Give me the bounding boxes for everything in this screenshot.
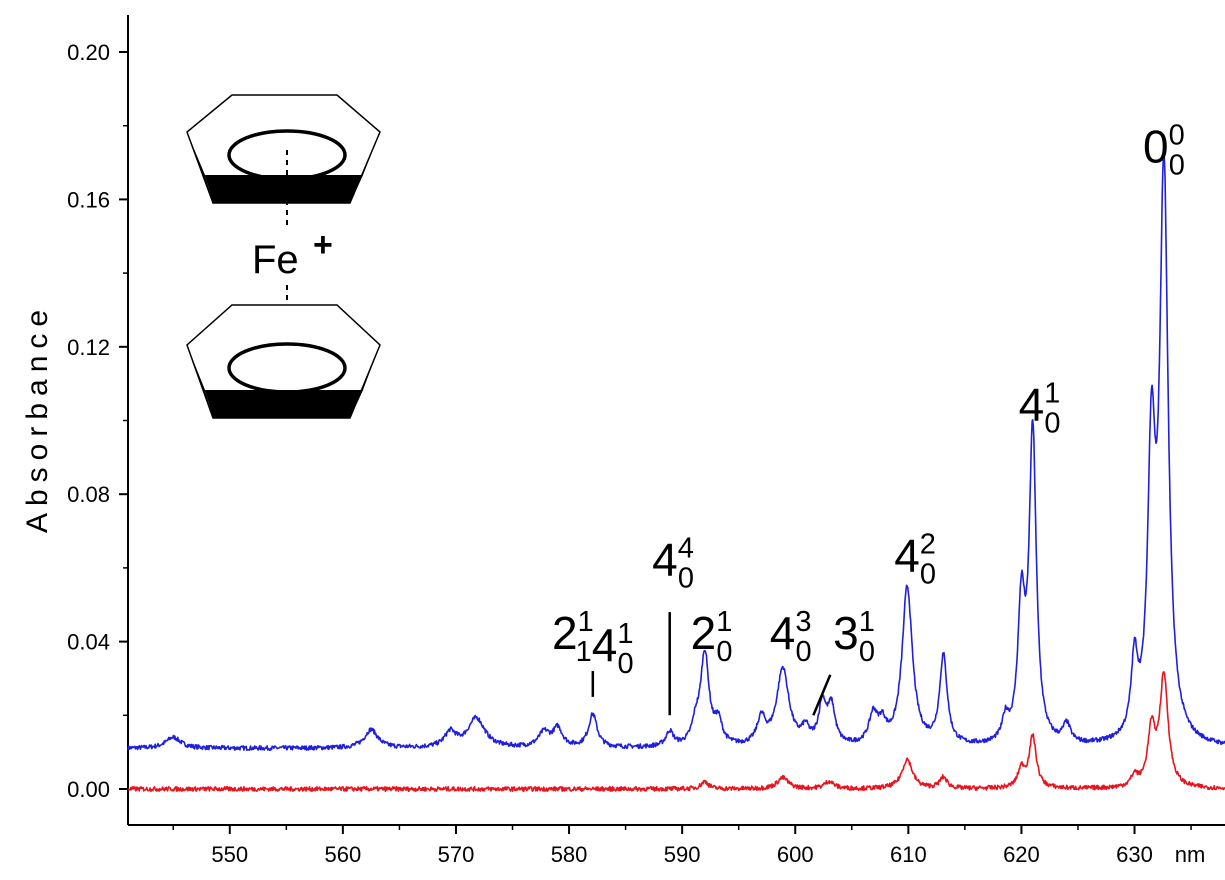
x-tick-label: 610: [890, 842, 927, 867]
ann-42: 42 0: [894, 529, 936, 591]
y-tick-label: 0.04: [67, 630, 110, 655]
top-cyclopentadienyl-ring: [186, 94, 381, 204]
series-layer: [127, 149, 1225, 793]
ann-44: 44 0: [652, 532, 694, 594]
x-tick-label: 630: [1116, 842, 1153, 867]
x-tick-label: 580: [551, 842, 588, 867]
y-tick-label: 0.00: [67, 777, 110, 802]
x-tick-label: 590: [664, 842, 701, 867]
ann-43-label: 43 0: [770, 606, 812, 668]
x-tick-label: 620: [1003, 842, 1040, 867]
ann-43: 43 0: [770, 606, 812, 668]
ann-21-label: 21 0: [691, 606, 733, 668]
y-tick-label: 0.20: [67, 40, 110, 65]
y-tick-label: 0.16: [67, 187, 110, 212]
annotation-layer: 21 141 0 44 0 21 0 43 0 31 0 42 0 41 0 00 0: [552, 120, 1185, 716]
ann-21: 21 0: [691, 606, 733, 668]
y-axis-label: Absorbance: [21, 303, 54, 533]
series-red-line: [127, 671, 1225, 793]
ann-31-label: 31 0: [833, 606, 875, 668]
ferrocenium-molecule: Fe +: [186, 94, 381, 419]
ann-41-label: 41 0: [1019, 378, 1061, 440]
ann-2141-label: 21 141 0: [552, 606, 634, 680]
y-tick-label: 0.08: [67, 482, 110, 507]
y-tick-label: 0.12: [67, 335, 110, 360]
series-blue-line: [127, 149, 1225, 752]
x-tick-label: 550: [211, 842, 248, 867]
ann-42-label: 42 0: [894, 529, 936, 591]
x-tick-label: 570: [438, 842, 475, 867]
ann-31: 31 0: [833, 606, 875, 668]
ann-2141: 21 141 0: [552, 606, 634, 680]
ann-00-label: 00 0: [1143, 120, 1185, 182]
x-axis-label: nm: [1175, 842, 1206, 867]
ann-31-marker: [812, 674, 832, 716]
bottom-cyclopentadienyl-ring: [186, 304, 381, 419]
axes: 0.00 0.04 0.08 0.12 0.16 0.20 550 560 570 580 590 6…: [21, 15, 1225, 867]
ann-41: 41 0: [1019, 378, 1061, 440]
molecule-label: Fe: [252, 238, 299, 282]
ann-00: 00 0: [1143, 120, 1185, 182]
x-tick-label: 560: [325, 842, 362, 867]
x-tick-label: 600: [777, 842, 814, 867]
ann-44-label: 44 0: [652, 532, 694, 594]
plus-charge: +: [313, 226, 333, 264]
